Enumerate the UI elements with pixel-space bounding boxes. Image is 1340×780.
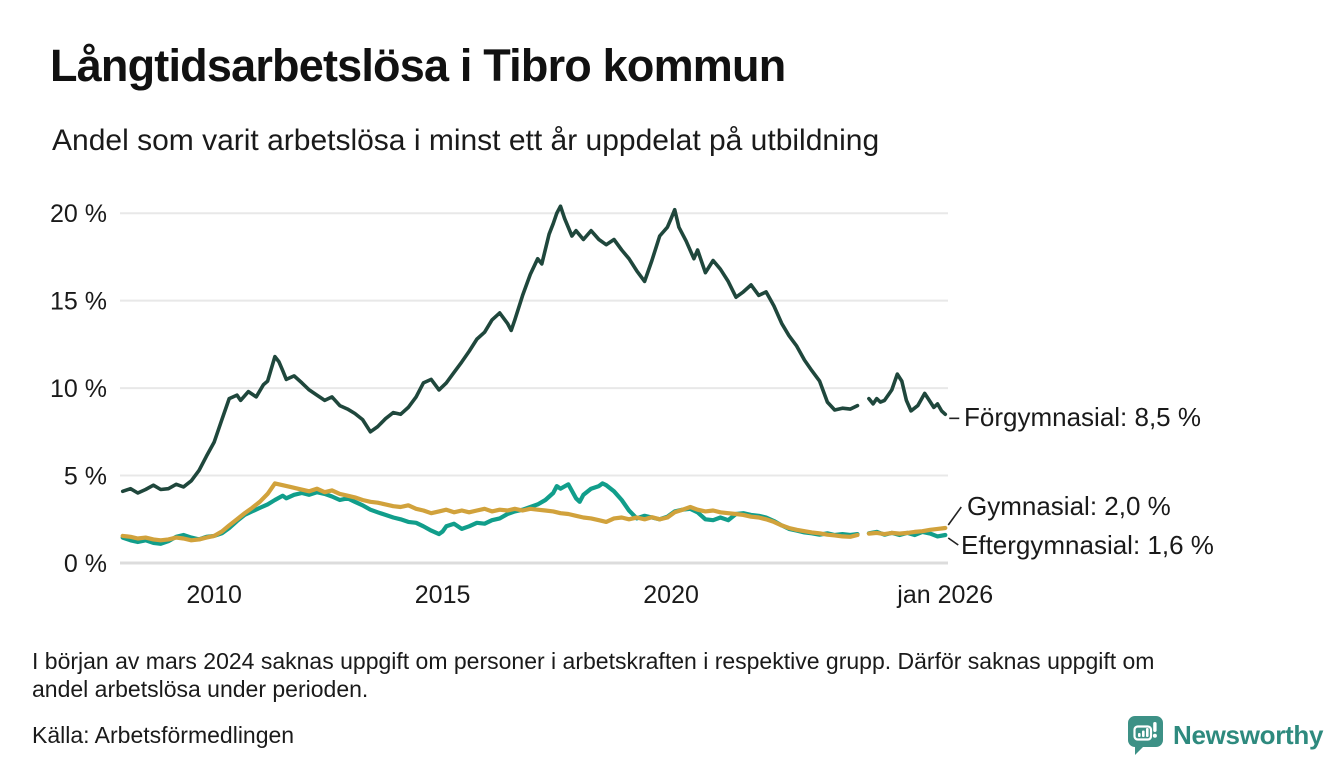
page-title: Långtidsarbetslösa i Tibro kommun	[50, 40, 786, 91]
series-end-label-forgymnasial: Förgymnasial: 8,5 %	[964, 402, 1201, 432]
series-end-label-gymnasial: Gymnasial: 2,0 %	[967, 491, 1171, 521]
label-connector	[947, 506, 962, 526]
page-subtitle: Andel som varit arbetslösa i minst ett å…	[52, 124, 880, 157]
series-line-frgymnasial	[120, 204, 948, 495]
source-line: Källa: Arbetsförmedlingen	[32, 722, 295, 748]
y-tick-label: 15 %	[50, 288, 107, 316]
brand-name: Newsworthy	[1173, 719, 1324, 750]
footnote: I början av mars 2024 saknas uppgift om …	[32, 647, 1154, 703]
label-connector	[947, 537, 959, 546]
series-end-label-eftergymnasial: Eftergymnasial: 1,6 %	[961, 530, 1214, 560]
y-tick-label: 5 %	[64, 463, 107, 491]
series-line-gymnasial	[120, 481, 948, 543]
newsworthy-logo-icon	[1128, 716, 1163, 755]
brand-logo: Newsworthy	[1126, 714, 1323, 756]
x-tick-label: 2010	[186, 581, 242, 609]
y-tick-label: 20 %	[50, 200, 107, 228]
x-tick-label: jan 2026	[896, 581, 993, 609]
y-tick-label: 10 %	[50, 375, 107, 403]
footnote-line-1: I början av mars 2024 saknas uppgift om …	[32, 648, 1155, 674]
x-tick-label: 2015	[415, 581, 471, 609]
footnote-line-2: andel arbetslösa under perioden.	[32, 676, 369, 702]
x-tick-label: 2020	[643, 581, 699, 609]
y-tick-label: 0 %	[64, 550, 107, 578]
